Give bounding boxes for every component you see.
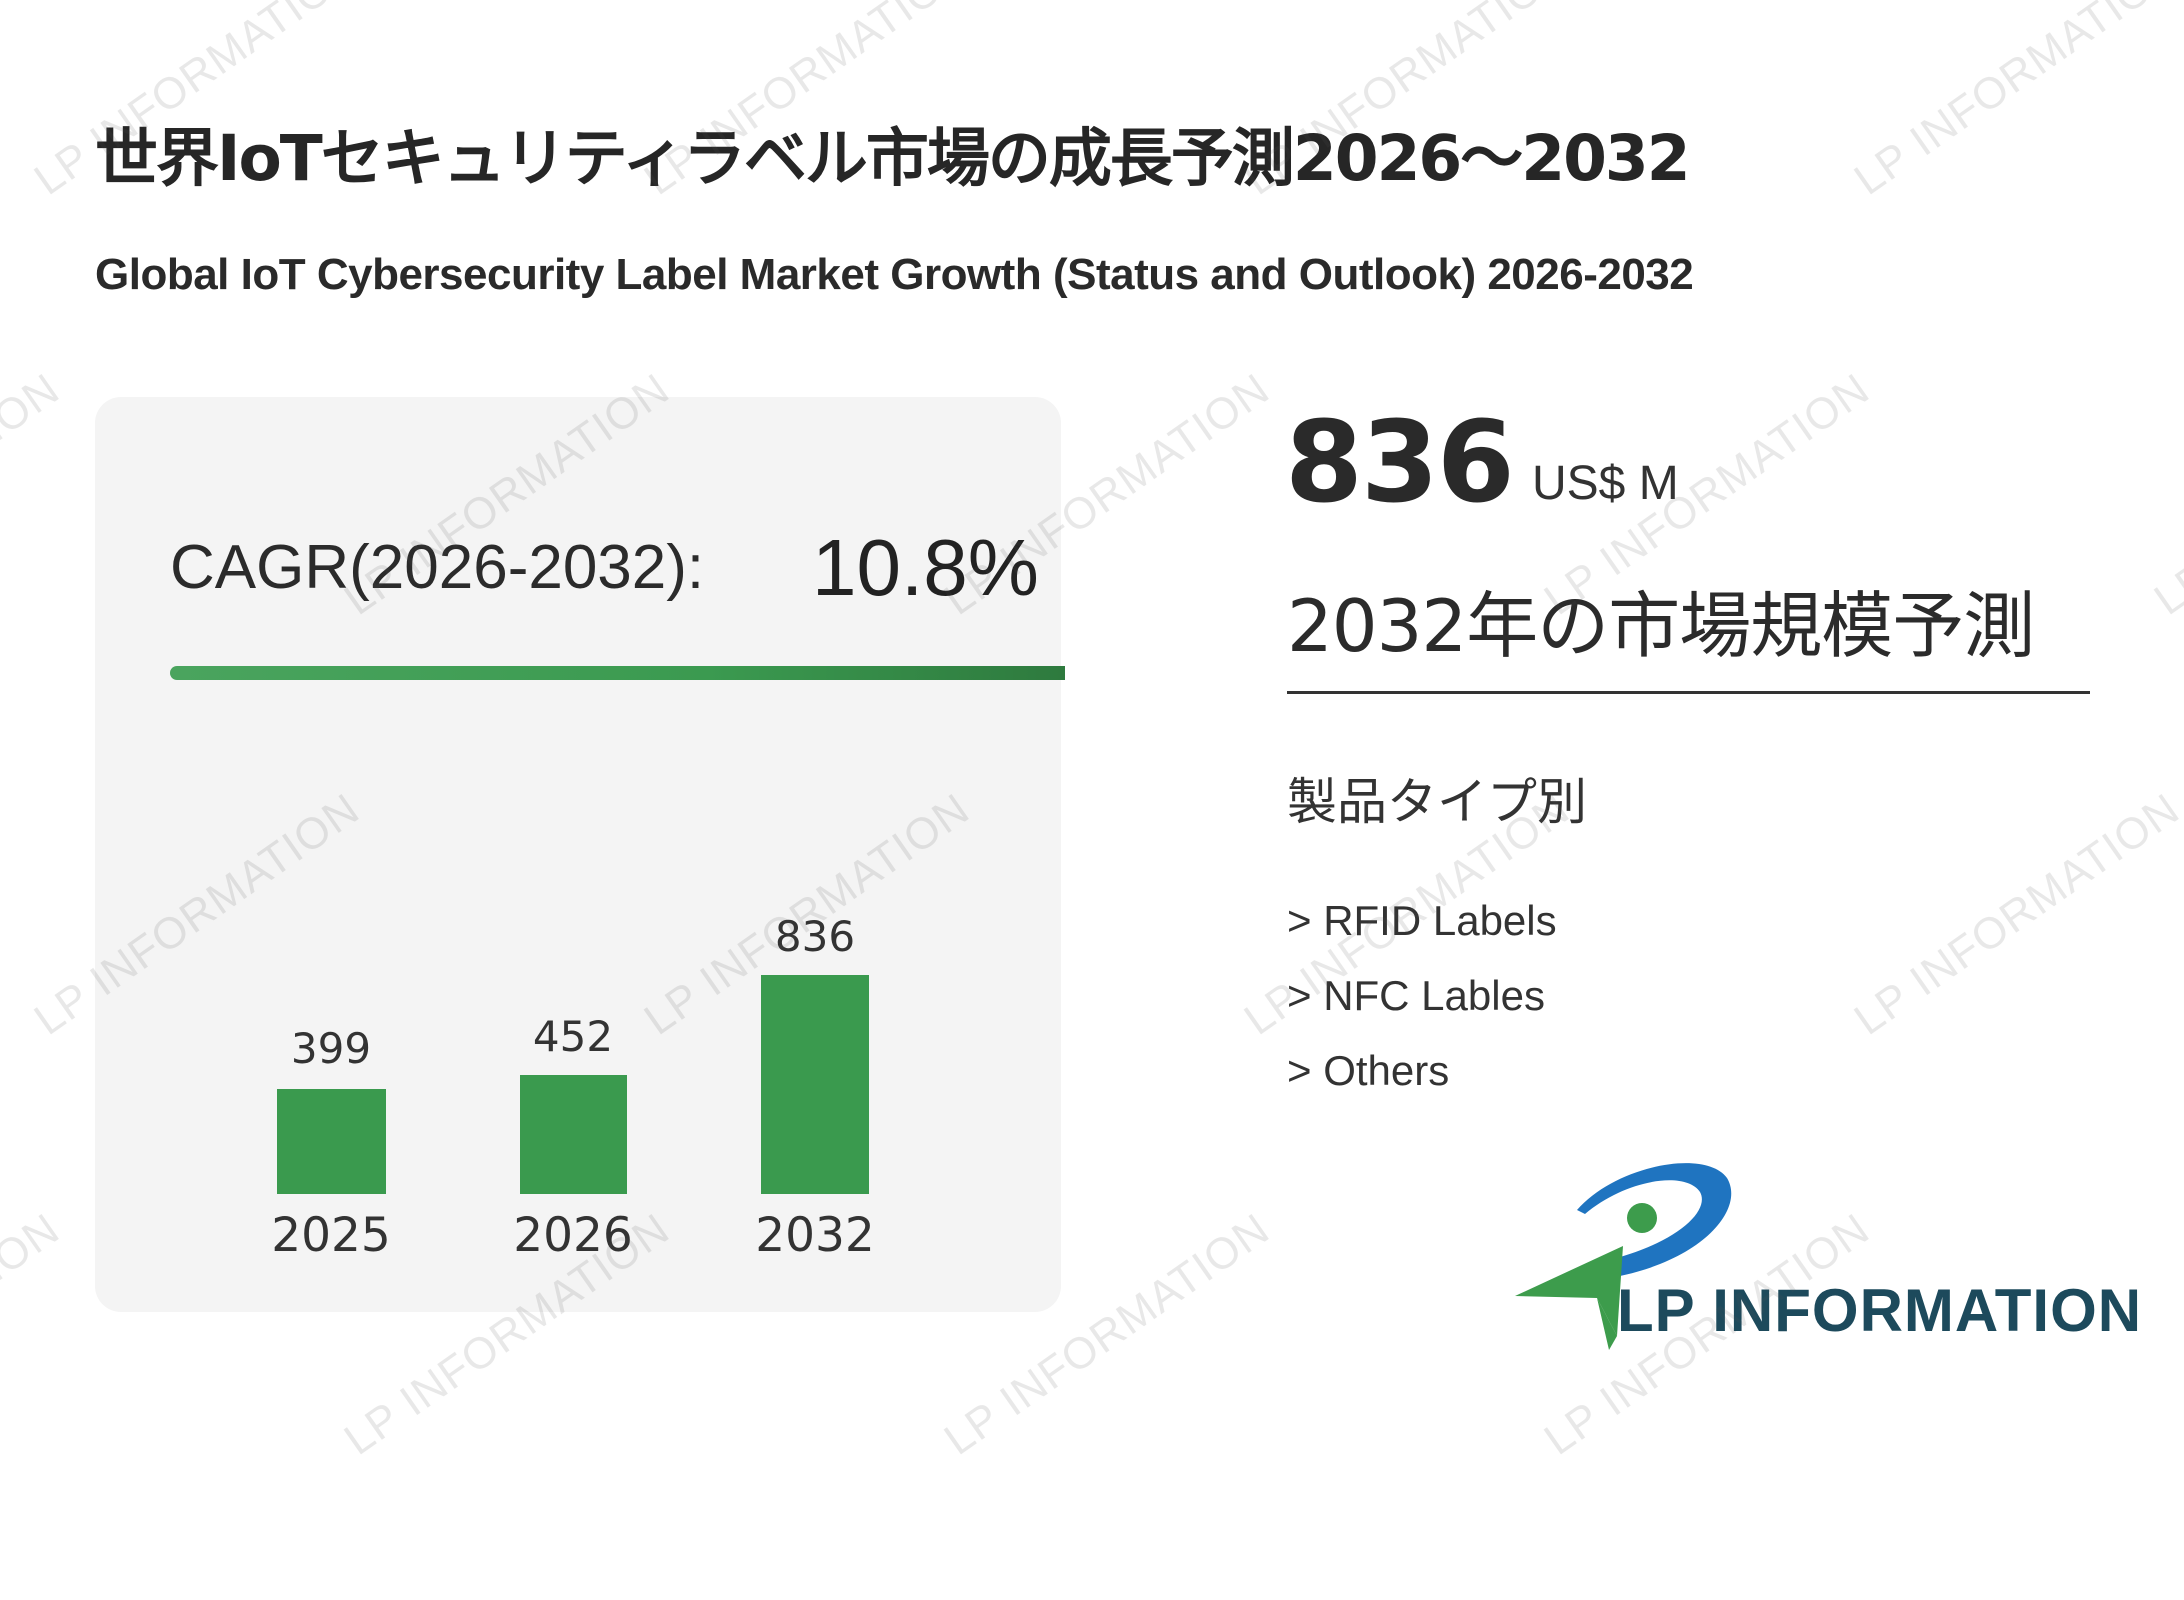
watermark: LP INFORMATION [2145,364,2184,625]
watermark: LP INFORMATION [1845,784,2184,1045]
segment-item: > Others [1287,1047,1450,1094]
watermark: LP INFORMATION [335,1204,679,1465]
bar-value-2025: 399 [290,1024,372,1073]
cagr-value: 10.8% [812,523,1039,612]
bar-value-2032: 836 [774,912,856,961]
bar-label-2026: 2026 [513,1208,633,1263]
bar-2025 [277,1089,386,1194]
watermark: LP INFORMATION [0,1204,69,1464]
cagr-label: CAGR(2026-2032): [170,533,705,602]
market-size-value: 836 [1285,398,1515,528]
watermark: LP INFORMATION [0,364,69,624]
bar-label-2025: 2025 [271,1208,391,1263]
watermark: LP INFORMATION [1845,0,2184,205]
divider [1287,691,2090,694]
market-size-unit: US$ M [1532,457,1679,510]
logo-mark-icon [1515,1163,1732,1350]
bar-value-2026: 452 [532,1012,614,1061]
bar-2032 [761,975,869,1194]
segment-item: > NFC Lables [1287,972,1545,1019]
bar-2026 [520,1075,627,1194]
watermark: LP INFORMATION [935,1204,1279,1465]
cagr-underline-bar [170,666,1065,680]
bar-label-2032: 2032 [755,1208,875,1263]
page-title: 世界IoTセキュリティラベル市場の成長予測2026～2032 [95,122,1691,195]
lp-information-logo: LP INFORMATION [1505,1148,2141,1370]
forecast-label: 2032年の市場規模予測 [1287,584,2035,668]
segment-item: > RFID Labels [1287,897,1557,944]
segment-title: 製品タイプ別 [1287,773,1587,831]
page-subtitle: Global IoT Cybersecurity Label Market Gr… [95,250,1694,299]
logo-text: LP INFORMATION [1617,1277,2143,1344]
